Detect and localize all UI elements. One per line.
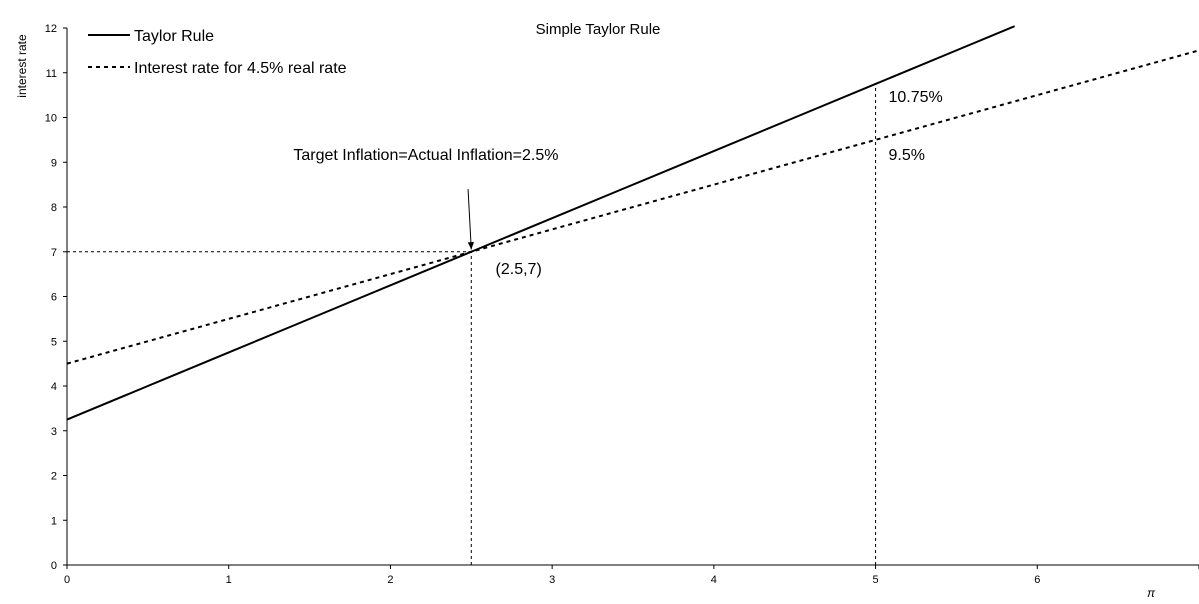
x-tick-label: 2 — [387, 574, 393, 586]
legend: Taylor Rule Interest rate for 4.5% real … — [88, 28, 347, 77]
x-tick-label: 5 — [873, 574, 879, 586]
annotation-label: 10.75% — [889, 89, 943, 106]
annotation-label: Target Inflation=Actual Inflation=2.5% — [293, 147, 558, 164]
annotation-label: 9.5% — [889, 147, 925, 164]
y-tick-label: 0 — [51, 560, 57, 572]
series-real-rate-line — [67, 50, 1199, 363]
y-tick-label: 12 — [45, 23, 57, 35]
y-tick-label: 5 — [51, 336, 57, 348]
annotation-label: (2.5,7) — [496, 261, 542, 278]
y-tick-label: 8 — [51, 202, 57, 214]
annotations: Target Inflation=Actual Inflation=2.5% (2… — [293, 89, 942, 278]
chart-title: Simple Taylor Rule — [536, 21, 661, 38]
x-tick-label: 0 — [64, 574, 70, 586]
legend-label-real-rate: Interest rate for 4.5% real rate — [134, 60, 347, 77]
y-tick-label: 3 — [51, 426, 57, 438]
arrow-shaft — [468, 189, 471, 249]
y-tick-label: 6 — [51, 292, 57, 304]
series-layer — [67, 26, 1199, 419]
y-tick-label: 1 — [51, 515, 57, 527]
x-tick-label: 4 — [711, 574, 717, 586]
y-tick-label: 4 — [51, 381, 57, 393]
x-tick-label: 1 — [226, 574, 232, 586]
x-tick-label: 6 — [1034, 574, 1040, 586]
y-axis-label: interest rate — [15, 34, 29, 98]
arrow-head — [468, 242, 474, 250]
y-tick-label: 7 — [51, 247, 57, 259]
x-axis-label: π — [1147, 586, 1156, 599]
series-taylor-rule-line — [67, 26, 1015, 419]
y-tick-label: 9 — [51, 157, 57, 169]
y-tick-label: 11 — [46, 68, 57, 80]
y-tick-label: 10 — [45, 113, 57, 125]
legend-label-taylor-rule: Taylor Rule — [134, 28, 214, 45]
y-tick-label: 2 — [51, 471, 57, 483]
x-tick-label: 3 — [549, 574, 555, 586]
